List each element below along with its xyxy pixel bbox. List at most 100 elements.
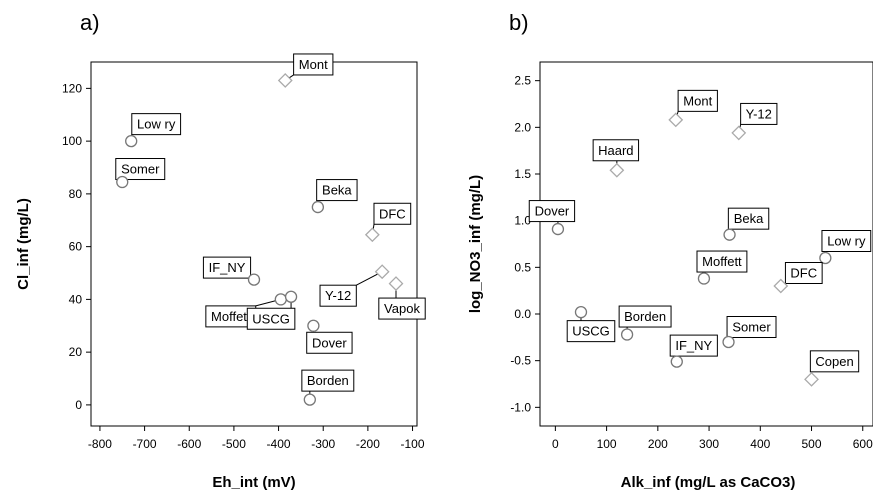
point-label-y-12: Y-12 <box>746 106 772 121</box>
label-box <box>784 262 823 284</box>
point-borden-b: Borden <box>618 305 672 341</box>
point-beka-a: Beka <box>311 179 358 214</box>
point-y-12-a: Y-12 <box>319 264 390 307</box>
point-moffett-b: Moffett <box>696 250 748 285</box>
circle-marker <box>670 355 683 368</box>
label-box <box>618 305 672 328</box>
diamond-marker <box>388 276 404 291</box>
point-mont-a: Mont <box>277 53 334 88</box>
x-tick-label-a: -500 <box>222 437 246 451</box>
point-label-if-ny: IF_NY <box>675 338 712 353</box>
diamond-marker <box>731 125 747 141</box>
point-dfc-b: DFC <box>773 262 823 294</box>
x-tick-label-b: 300 <box>699 437 719 451</box>
diamond-marker <box>773 278 789 294</box>
point-label-moffett: Moffett <box>211 309 251 324</box>
x-tick-label-b: 100 <box>597 437 617 451</box>
x-tick-label-a: -800 <box>88 437 112 451</box>
y-tick-label-b: 1.5 <box>514 167 531 181</box>
point-moffett-a: Moffett <box>205 293 287 328</box>
label-box <box>246 307 296 330</box>
y-tick-label-a: 20 <box>69 345 83 359</box>
point-label-uscg: USCG <box>572 324 610 339</box>
plot-frame-a <box>90 61 418 427</box>
point-label-dover: Dover <box>312 335 347 350</box>
circle-marker <box>551 222 565 236</box>
y-tick-label-b: -1.0 <box>510 400 531 414</box>
label-box <box>528 200 576 223</box>
y-tick-label-b: 0.0 <box>514 307 531 321</box>
panel-b: b) 0 100 200 300 400 500 600 -1.0 -0.5 0.0 0.5 1.0 1.… <box>467 10 873 491</box>
label-box <box>696 250 748 273</box>
point-label-y-12: Y-12 <box>325 288 351 303</box>
point-label-mont: Mont <box>683 93 712 108</box>
x-tick-label-b: 0 <box>552 437 559 451</box>
point-dover-b: Dover <box>528 200 576 236</box>
x-tick-label-a: -100 <box>401 437 425 451</box>
point-label-somer: Somer <box>121 162 160 177</box>
x-tick-label-a: -200 <box>356 437 380 451</box>
point-borden-a: Borden <box>301 369 355 406</box>
point-if-ny-b: IF_NY <box>669 334 718 368</box>
point-label-dfc: DFC <box>790 266 817 281</box>
circle-marker <box>125 134 138 148</box>
point-label-borden: Borden <box>307 373 349 388</box>
y-axis-title-a: Cl_inf (mg/L) <box>15 198 32 290</box>
point-uscg-a: USCG <box>246 290 298 330</box>
x-tick-label-b: 500 <box>802 437 822 451</box>
point-haard-b: Haard <box>592 139 640 178</box>
diamond-marker <box>364 227 380 243</box>
y-tick-label-a: 0 <box>75 398 82 412</box>
diamond-marker <box>374 264 390 280</box>
label-box <box>809 350 860 373</box>
point-label-beka: Beka <box>322 183 352 198</box>
point-copen-b: Copen <box>804 350 860 387</box>
label-box <box>319 284 357 307</box>
point-label-somer: Somer <box>732 320 771 335</box>
x-tick-label-a: -600 <box>177 437 201 451</box>
circle-marker <box>819 251 832 265</box>
point-low-ry-a: Low ry <box>125 113 182 148</box>
y-tick-label-a: 80 <box>69 187 83 201</box>
label-box <box>592 139 640 162</box>
point-mont-b: Mont <box>668 89 718 128</box>
label-box <box>726 316 777 338</box>
x-tick-label-a: -400 <box>267 437 291 451</box>
x-tick-label-a: -700 <box>133 437 157 451</box>
point-label-moffett: Moffett <box>702 254 742 269</box>
diamond-marker <box>668 112 684 128</box>
panel-a: a) -800 -700 -600 -500 -400 -300 -200 -100 0 20 40 6… <box>15 10 426 491</box>
point-label-low-ry: Low ry <box>137 117 176 132</box>
diamond-marker <box>609 162 625 178</box>
y-tick-label-a: 120 <box>62 81 82 95</box>
x-axis-title-b: Alk_inf (mg/L as CaCO3) <box>621 474 796 491</box>
label-box <box>373 202 412 225</box>
circle-marker <box>307 319 320 332</box>
circle-marker <box>274 293 287 306</box>
point-label-dfc: DFC <box>379 206 406 221</box>
y-tick-label-b: 2.0 <box>514 120 531 134</box>
label-box <box>566 320 616 343</box>
x-tick-label-b: 200 <box>648 437 668 451</box>
circle-marker <box>284 290 298 303</box>
y-tick-label-a: 100 <box>62 134 82 148</box>
x-tick-label-b: 400 <box>750 437 770 451</box>
point-uscg-b: USCG <box>566 305 616 343</box>
point-label-if-ny: IF_NY <box>209 260 246 275</box>
point-label-low-ry: Low ry <box>827 234 866 249</box>
point-label-dover: Dover <box>535 204 570 219</box>
label-box <box>821 230 872 252</box>
circle-marker <box>574 305 588 319</box>
circle-marker <box>722 335 735 349</box>
label-box <box>115 158 166 181</box>
label-box <box>301 369 355 392</box>
y-axis-title-b: log_NO3_inf (mg/L) <box>467 175 484 313</box>
y-tick-label-b: 2.5 <box>514 74 531 88</box>
circle-marker <box>723 228 736 241</box>
point-label-beka: Beka <box>734 211 764 226</box>
point-label-uscg: USCG <box>252 311 290 326</box>
diamond-marker <box>804 371 819 387</box>
label-box <box>378 297 426 320</box>
label-box <box>293 53 334 76</box>
y-tick-label-a: 40 <box>69 292 83 306</box>
